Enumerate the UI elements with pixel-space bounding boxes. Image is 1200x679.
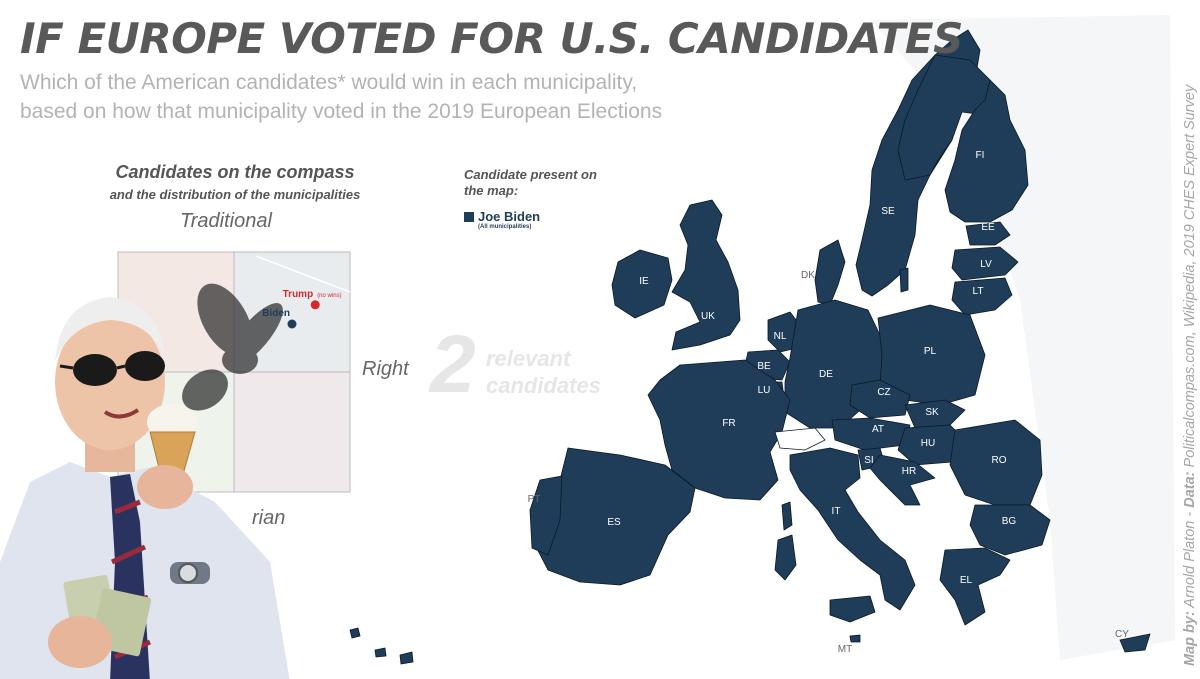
country-latvia (951, 246, 1019, 281)
legend-title: Candidate present on the map: (464, 167, 597, 198)
photo-cash (48, 574, 152, 668)
compass-axis-top: Traditional (180, 210, 272, 232)
country-label-at: AT (872, 424, 884, 435)
country-label-el: EL (960, 575, 973, 586)
photo-sunglasses (59, 351, 165, 386)
country-label-lt: LT (973, 286, 984, 297)
country-finland (944, 79, 1029, 223)
country-switzerland (774, 427, 826, 451)
country-portugal (529, 475, 563, 556)
candidate-note-trump: (no wins) (317, 293, 341, 299)
country-label-be: BE (757, 361, 771, 372)
country-label-lu: LU (758, 385, 771, 396)
callout-text: relevant candidates (486, 345, 601, 399)
candidate-point-trump (310, 300, 320, 310)
country-italy-sardinia (774, 534, 797, 581)
country-label-si: SI (864, 455, 873, 466)
country-label-hu: HU (921, 438, 935, 449)
municipality-distribution (182, 283, 283, 411)
country-bulgaria (969, 504, 1051, 556)
legend-label: Joe Biden (478, 209, 541, 224)
country-italy-sicily (829, 595, 876, 623)
subtitle-line-2: based on how that municipality voted in … (20, 100, 663, 123)
compass-axis-right: Right (362, 358, 409, 380)
country-label-ro: RO (992, 455, 1007, 466)
callout-text-line-2: candidates (486, 373, 601, 398)
country-label-pl: PL (924, 346, 937, 357)
country-label-ee: EE (981, 222, 995, 233)
country-greece (939, 547, 1011, 626)
callout-number: 2 (430, 319, 476, 410)
country-croatia (869, 454, 936, 506)
legend-swatch (464, 211, 474, 222)
country-canary-islands (349, 627, 414, 665)
country-label-lv: LV (980, 259, 992, 270)
country-italy (789, 447, 916, 611)
country-label-nl: NL (774, 331, 787, 342)
country-gotland (899, 267, 909, 293)
legend-item-biden: Joe Biden (464, 209, 540, 224)
country-label-hr: HR (902, 466, 916, 477)
country-cyprus (1119, 633, 1151, 653)
country-label-sk: SK (925, 407, 939, 418)
country-ireland (611, 249, 673, 319)
country-slovakia (904, 399, 966, 429)
compass-axis-bottom: rian (252, 507, 286, 529)
country-lithuania (951, 277, 1013, 316)
candidate-point-biden (287, 319, 297, 329)
country-denmark (814, 239, 846, 306)
photo-hair (55, 297, 165, 362)
compass-subtitle: and the distribution of the municipaliti… (109, 187, 361, 202)
country-estonia (965, 221, 1011, 246)
subtitle: Which of the American candidates* would … (20, 68, 840, 126)
country-label-mt: MT (838, 644, 852, 655)
country-poland (877, 304, 986, 406)
country-label-dk: DK (801, 270, 815, 281)
country-france (647, 359, 791, 501)
main-title: IF EUROPE VOTED FOR U.S. CANDIDATES (20, 14, 963, 63)
candidate-label-trump: Trump (283, 289, 314, 300)
country-label-se: SE (881, 206, 895, 217)
compass-title: Candidates on the compass (115, 162, 355, 182)
legend-note: (All municipalities) (478, 224, 532, 230)
photo-face (55, 314, 165, 450)
callout-text-line-1: relevant (486, 346, 571, 371)
country-label-ie: IE (639, 276, 649, 287)
compass-boundary-line (255, 255, 351, 293)
subtitle-line-1: Which of the American candidates* would … (20, 71, 638, 94)
country-label-cz: CZ (877, 387, 890, 398)
country-label-cy: CY (1115, 629, 1129, 640)
country-france-corsica (781, 501, 793, 531)
country-label-bg: BG (1002, 516, 1017, 527)
country-label-fr: FR (722, 418, 735, 429)
country-label-pt: PT (528, 494, 541, 505)
country-label-it: IT (832, 506, 841, 517)
country-malta (849, 634, 861, 643)
country-label-uk: UK (701, 311, 715, 322)
country-czechia (849, 379, 911, 419)
compass-quadrant-bottom-right (233, 371, 351, 493)
person-photo-icon (0, 297, 290, 679)
country-label-de: DE (819, 369, 833, 380)
country-uk (671, 199, 741, 351)
country-label-es: ES (607, 517, 621, 528)
candidate-label-biden: Biden (262, 308, 290, 319)
country-label-fi: FI (976, 150, 985, 161)
